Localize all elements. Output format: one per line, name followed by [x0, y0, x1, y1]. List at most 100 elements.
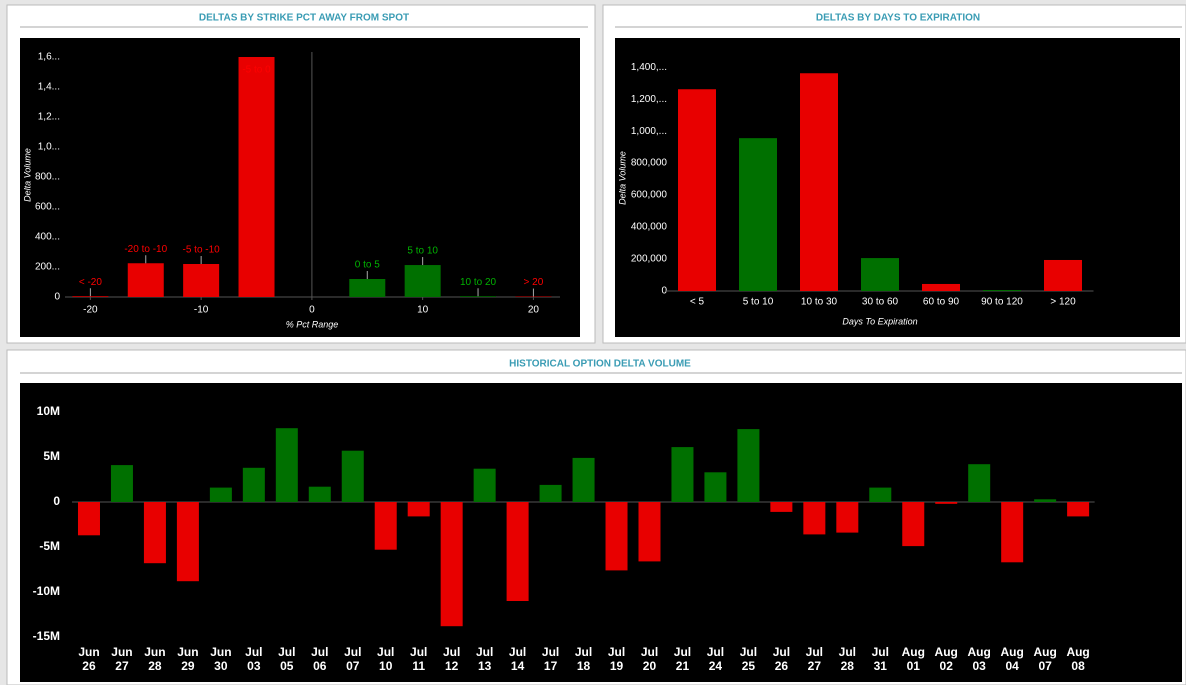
- bar-label: -5 to 0: [242, 65, 271, 76]
- y-tick-label: 600,000: [631, 190, 668, 201]
- x-tick-label: 60 to 90: [923, 297, 960, 308]
- bar: [678, 89, 716, 292]
- y-tick-label: 1,0...: [38, 142, 60, 153]
- bar: [737, 429, 760, 502]
- bar: [704, 472, 727, 502]
- bar: [349, 279, 386, 297]
- x-tick-label: Aug 04: [1000, 645, 1024, 673]
- x-tick-label: Jul 26: [772, 645, 791, 673]
- x-tick-label: 5 to 10: [743, 297, 774, 308]
- y-tick-label: -5M: [39, 539, 60, 553]
- x-tick-label: Jun 30: [210, 645, 232, 673]
- y-tick-label: 5M: [43, 449, 60, 463]
- x-tick-label: Jul 03: [245, 645, 263, 673]
- bar: [803, 502, 826, 535]
- x-tick-label: -20: [83, 305, 98, 316]
- plot-area: [20, 38, 580, 337]
- bar: [1001, 502, 1024, 563]
- y-tick-label: 1,400,...: [631, 62, 667, 73]
- bar: [209, 487, 232, 502]
- x-tick-label: Jul 07: [344, 645, 362, 673]
- x-axis-title: Days To Expiration: [842, 316, 917, 326]
- x-tick-label: Jul 11: [410, 645, 428, 673]
- bar: [968, 464, 991, 502]
- bar: [506, 502, 529, 601]
- bar: [935, 502, 958, 504]
- x-tick-label: Jun 29: [177, 645, 199, 673]
- y-tick-label: 400,000: [631, 222, 668, 233]
- x-tick-label: Jul 20: [640, 645, 659, 673]
- x-tick-label: Jul 24: [706, 645, 725, 673]
- panel-title: DELTAS BY STRIKE PCT AWAY FROM SPOT: [199, 13, 409, 24]
- y-axis-title: Delta Volume: [617, 151, 627, 205]
- x-tick-label: Aug 08: [1066, 645, 1090, 673]
- x-tick-label: Jul 14: [508, 645, 527, 673]
- bar: [72, 296, 109, 297]
- x-tick-label: Aug 02: [934, 645, 958, 673]
- y-tick-label: 0: [661, 286, 667, 297]
- x-tick-label: Jul 10: [377, 645, 395, 673]
- bar: [407, 502, 430, 517]
- bar: [143, 502, 166, 564]
- y-tick-label: 0: [54, 292, 60, 303]
- bar: [238, 57, 275, 297]
- bar-label: -20 to -10: [124, 244, 167, 255]
- y-tick-label: 1,200,...: [631, 94, 667, 105]
- bar: [1034, 499, 1057, 502]
- bar: [671, 447, 694, 502]
- y-tick-label: 200,000: [631, 254, 668, 265]
- bar: [183, 264, 220, 297]
- y-tick-label: -10M: [33, 584, 60, 598]
- bar: [1044, 259, 1082, 291]
- y-tick-label: 800...: [35, 172, 60, 183]
- bar: [638, 502, 661, 562]
- bar-label: 0 to 5: [355, 260, 380, 271]
- y-tick-label: 1,2...: [38, 112, 60, 123]
- panel-title: DELTAS BY DAYS TO EXPIRATION: [816, 13, 980, 24]
- x-tick-label: 90 to 120: [981, 297, 1023, 308]
- x-tick-label: Jul 19: [607, 645, 626, 673]
- bar: [242, 467, 265, 502]
- x-tick-label: Jul 06: [311, 645, 329, 673]
- bar: [739, 138, 777, 291]
- x-tick-label: 0: [309, 305, 315, 316]
- bar: [1067, 502, 1090, 517]
- x-tick-label: 30 to 60: [862, 297, 899, 308]
- bar: [836, 502, 859, 533]
- y-tick-label: 200...: [35, 262, 60, 273]
- bar: [460, 296, 497, 297]
- bar-label: < -20: [79, 277, 103, 288]
- bar: [902, 502, 925, 547]
- bar: [770, 502, 793, 512]
- bar-label: > 20: [524, 277, 544, 288]
- bar: [440, 502, 463, 627]
- x-tick-label: Jul 28: [838, 645, 856, 673]
- bar: [308, 486, 331, 502]
- x-tick-label: < 5: [690, 297, 705, 308]
- bar: [127, 263, 164, 297]
- y-tick-label: 400...: [35, 232, 60, 243]
- bar-label: 5 to 10: [407, 246, 438, 257]
- x-tick-label: Aug 03: [967, 645, 991, 673]
- bar: [869, 487, 892, 502]
- bar: [983, 290, 1021, 291]
- bar: [539, 484, 562, 502]
- bar: [800, 73, 838, 291]
- x-tick-label: 10: [417, 305, 429, 316]
- x-tick-label: Jul 21: [673, 645, 692, 673]
- bar: [275, 428, 298, 502]
- x-tick-label: Jul 25: [739, 645, 758, 673]
- x-tick-label: Jul 17: [541, 645, 560, 673]
- y-tick-label: 10M: [37, 404, 60, 418]
- bar-label: 10 to 20: [460, 277, 497, 288]
- y-tick-label: -15M: [33, 629, 60, 643]
- x-tick-label: Jul 13: [475, 645, 494, 673]
- bar: [341, 450, 364, 502]
- y-axis-title: Delta Volume: [22, 148, 32, 202]
- x-axis-title: % Pct Range: [286, 319, 339, 329]
- x-tick-label: Jun 27: [111, 645, 133, 673]
- x-tick-label: Jul 12: [442, 645, 461, 673]
- bar: [404, 265, 441, 297]
- x-tick-label: Jun 26: [78, 645, 100, 673]
